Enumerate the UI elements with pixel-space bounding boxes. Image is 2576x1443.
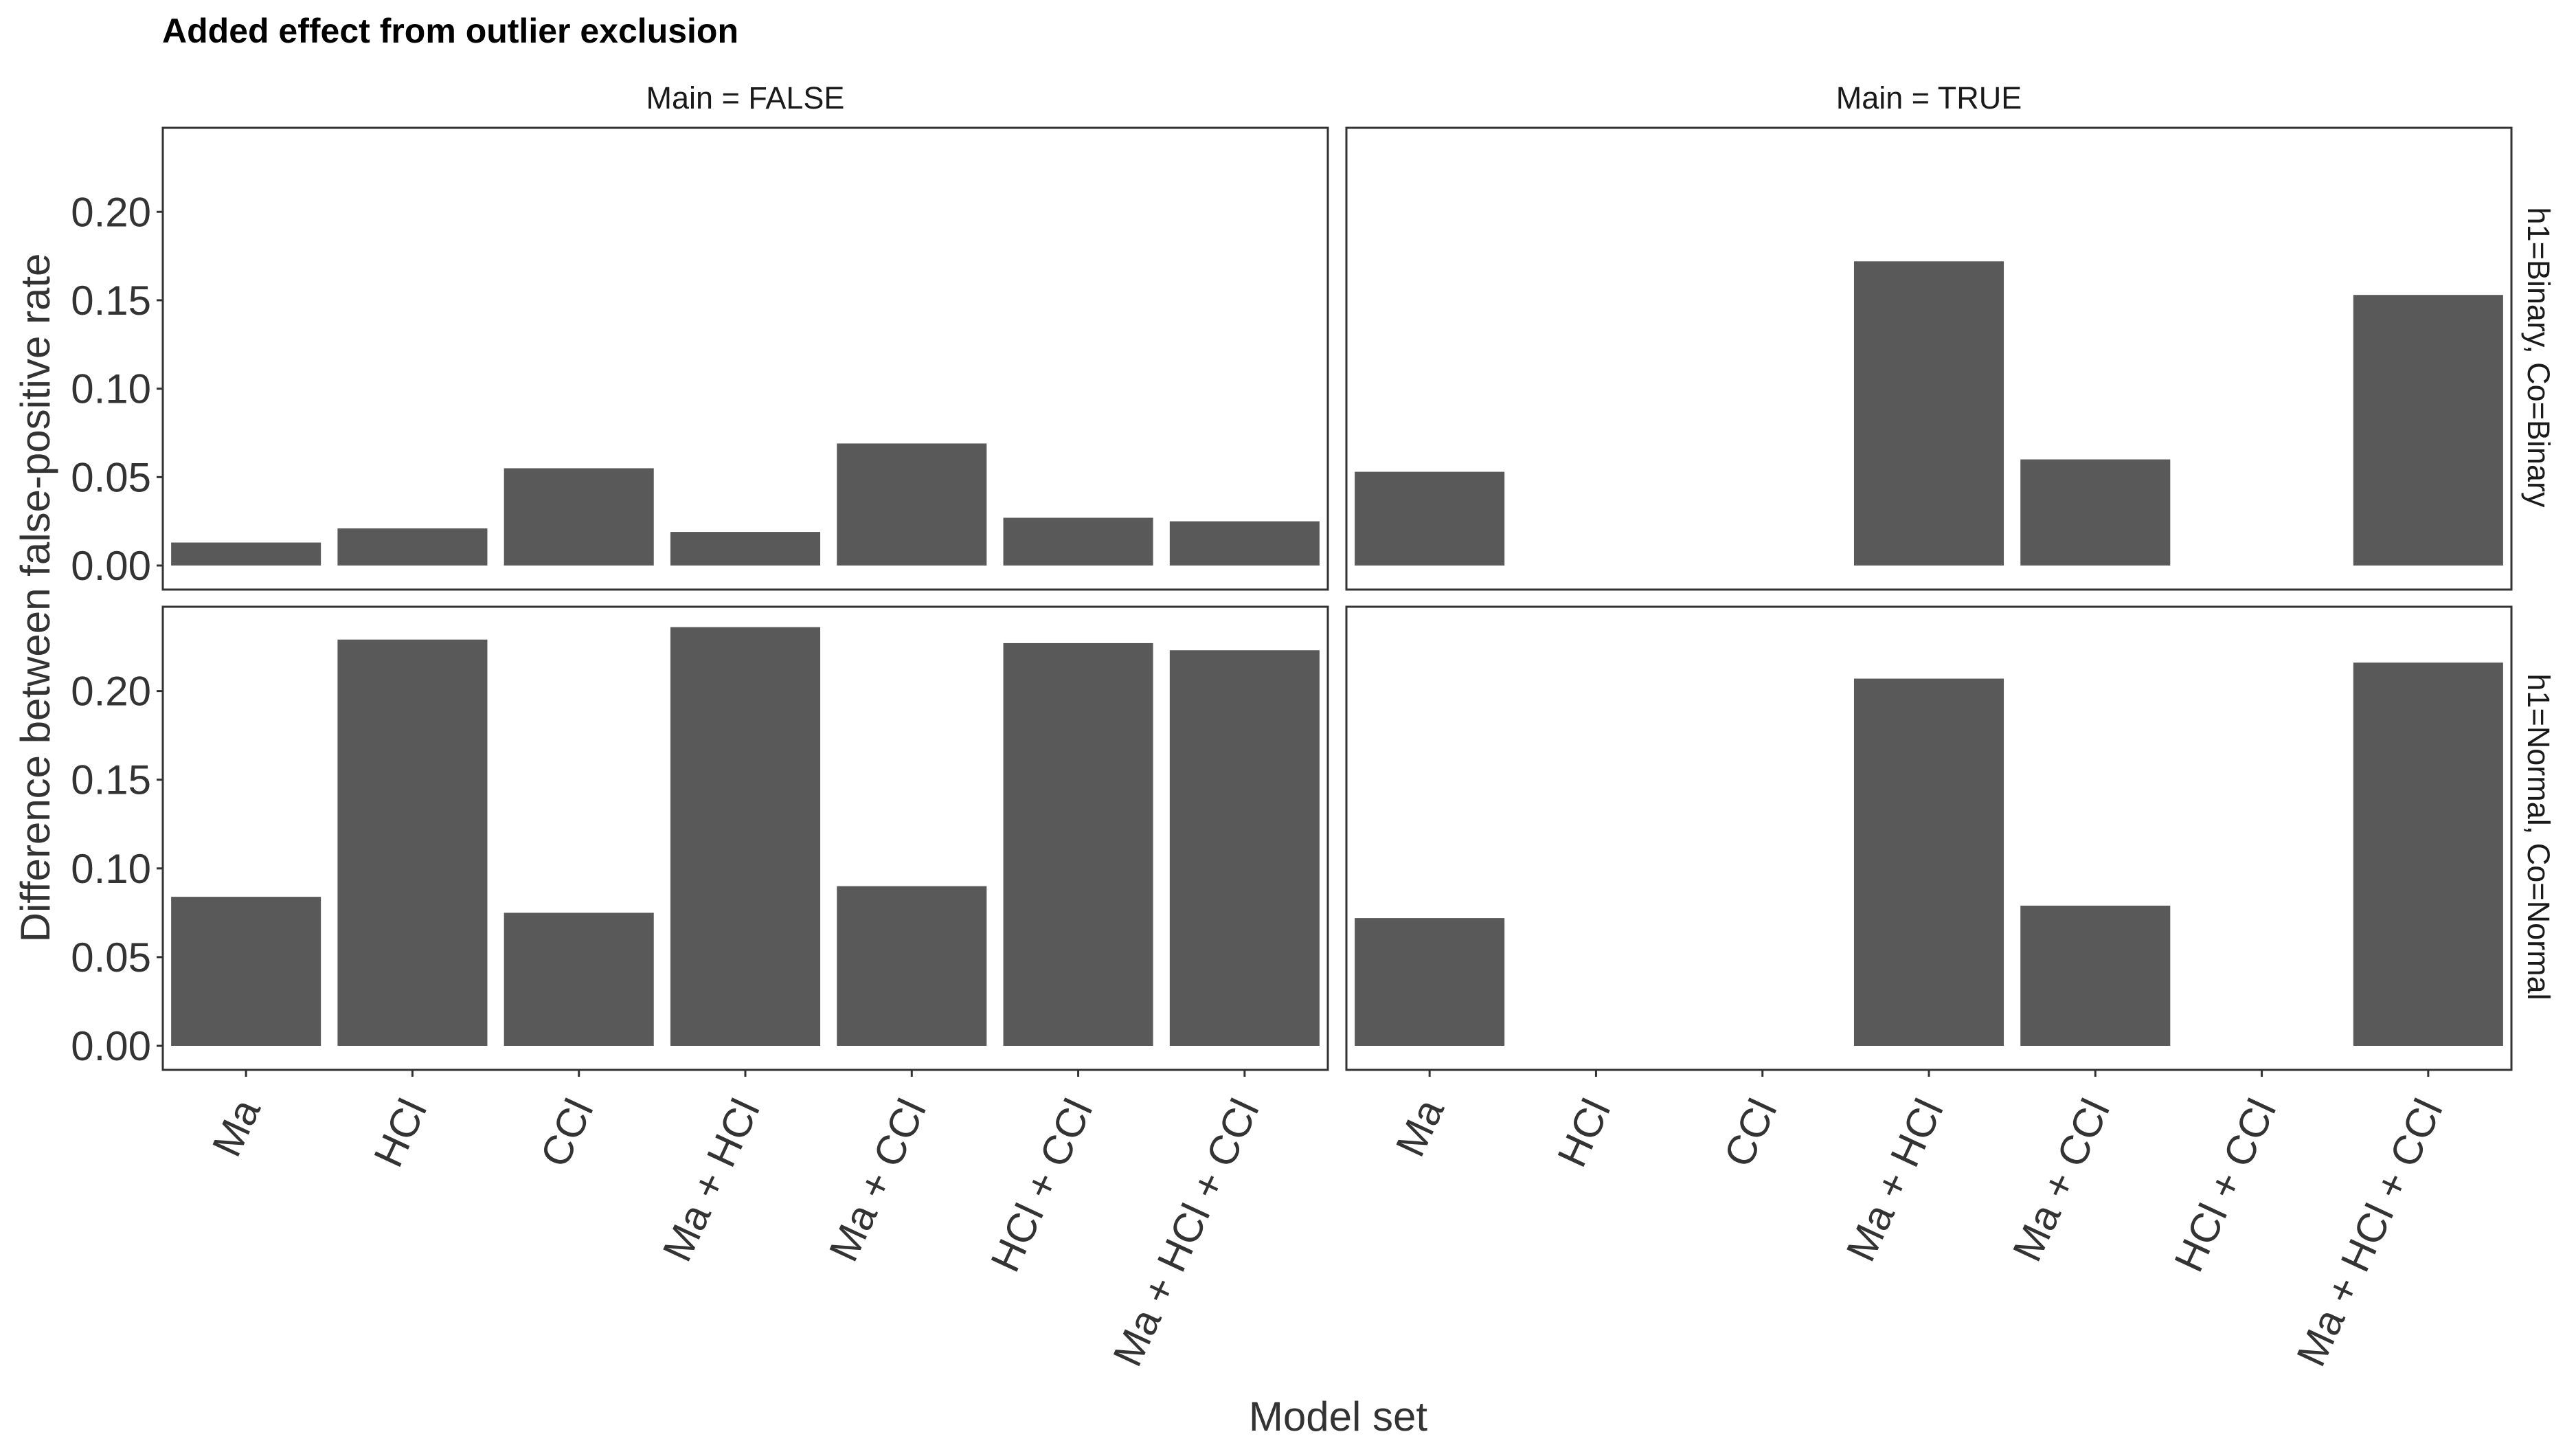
x-axes: Ma HCl CCl Ma + HCl Ma + CCl HCl + CCl Ma + HC… — [203, 1070, 2452, 1373]
x-axis-title: Model set — [1249, 1394, 1427, 1440]
bar-ma-ccl — [2020, 459, 2171, 566]
panel-main-false-h1-normal-co-normal — [161, 605, 1329, 1071]
facet-strip-main-true: Main = TRUE — [1836, 80, 2022, 115]
x-tick-label-ma-hcl-ccl: Ma + HCl + CCl — [1104, 1092, 1267, 1373]
chart-title: Added effect from outlier exclusion — [162, 12, 738, 50]
bar-hcl — [337, 528, 488, 566]
bar-ma-hcl-ccl — [1169, 650, 1320, 1046]
bar-ma-hcl — [670, 627, 821, 1046]
x-tick-label-ma-hcl-ccl: Ma + HCl + CCl — [2287, 1092, 2451, 1373]
x-tick-label-hcl-ccl: HCl + CCl — [982, 1092, 1101, 1279]
x-tick-label-ma: Ma — [203, 1092, 269, 1163]
bar-ma-ccl — [2020, 906, 2171, 1046]
y-tick-label: 0.05 — [71, 454, 151, 500]
y-tick-label: 0.00 — [71, 1023, 151, 1069]
bar-ma — [171, 897, 321, 1046]
facet-strip-normal: h1=Normal, Co=Normal — [2521, 673, 2556, 1000]
x-tick-label-hcl: HCl — [1548, 1092, 1619, 1174]
bar-ma-hcl-ccl — [2353, 662, 2503, 1046]
bar-ma — [171, 542, 321, 566]
bar-ma-hcl-ccl — [1169, 521, 1320, 566]
bar-ma-hcl-ccl — [2353, 295, 2503, 566]
y-tick-label: 0.20 — [71, 669, 151, 715]
bar-ma-hcl — [1853, 678, 2004, 1046]
facet-strip-main-false: Main = FALSE — [646, 80, 845, 115]
bar-hcl — [337, 639, 488, 1046]
panel-main-true-h1-binary-co-binary — [1345, 126, 2513, 591]
bar-hcl-ccl — [1003, 517, 1153, 566]
y-axis-title: Difference between false-positive rate — [12, 254, 58, 943]
x-tick-label-ma-hcl: Ma + HCl — [1838, 1092, 1952, 1268]
bar-ma — [1355, 918, 1505, 1046]
panel-frame — [161, 126, 1329, 591]
chart-panels — [161, 126, 2513, 1071]
x-tick-label-hcl-ccl: HCl + CCl — [2165, 1092, 2285, 1279]
bar-ccl — [504, 913, 654, 1046]
y-tick-label: 0.10 — [71, 846, 151, 892]
bar-ccl — [504, 468, 654, 566]
panel-main-true-h1-normal-co-normal — [1345, 605, 2513, 1071]
bar-hcl-ccl — [1003, 642, 1153, 1046]
y-tick-label: 0.00 — [71, 543, 151, 589]
bar-ma-hcl — [670, 532, 821, 566]
x-tick-label-ma-ccl: Ma + CCl — [2004, 1092, 2119, 1268]
panel-main-false-h1-binary-co-binary — [161, 126, 1329, 591]
x-tick-label-ccl: CCl — [532, 1092, 602, 1174]
bar-ma-ccl — [837, 886, 987, 1046]
y-tick-label: 0.15 — [71, 278, 151, 324]
y-tick-label: 0.05 — [71, 935, 151, 981]
x-tick-label-hcl: HCl — [365, 1092, 436, 1174]
facet-strip-binary: h1=Binary, Co=Binary — [2521, 208, 2556, 508]
bar-ma-ccl — [837, 443, 987, 566]
bar-ma — [1355, 471, 1505, 566]
bar-ma-hcl — [1853, 261, 2004, 566]
y-axes: 0.00 0.05 0.10 0.15 0.20 0.00 0.05 0.10 0.15 0.20 — [71, 189, 163, 1069]
y-tick-label: 0.15 — [71, 757, 151, 803]
x-tick-label-ccl: CCl — [1715, 1092, 1786, 1174]
y-tick-label: 0.10 — [71, 366, 151, 412]
x-tick-label-ma-hcl: Ma + HCl — [654, 1092, 769, 1268]
x-tick-label-ma: Ma — [1387, 1092, 1453, 1163]
y-tick-label: 0.20 — [71, 189, 151, 235]
x-tick-label-ma-ccl: Ma + CCl — [820, 1092, 935, 1268]
